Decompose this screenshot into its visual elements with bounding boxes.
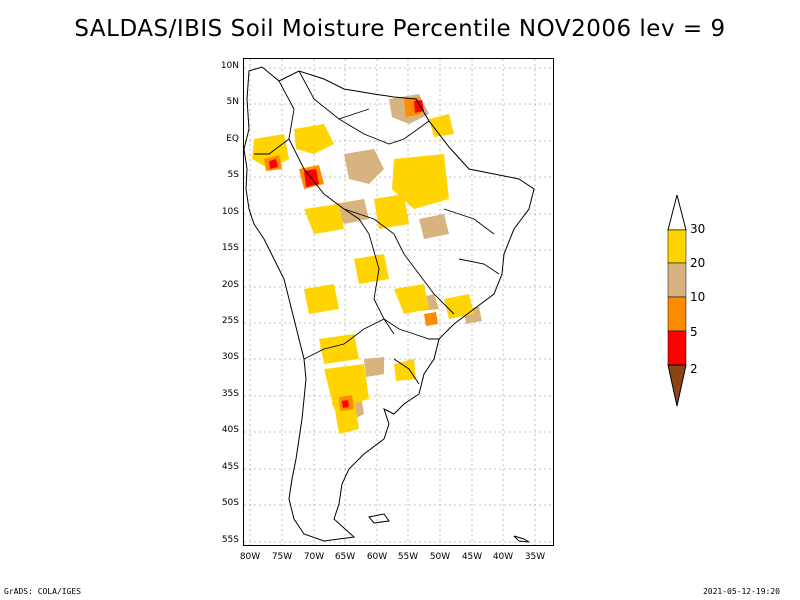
lon-label-65w: 65W — [334, 552, 356, 562]
lon-label-55w: 55W — [397, 552, 419, 562]
legend-label-10: 10 — [690, 290, 706, 304]
legend-swatch-10-20 — [667, 262, 687, 298]
falkland-islands — [368, 513, 390, 524]
map-title: SALDAS/IBIS Soil Moisture Percentile NOV… — [74, 16, 726, 42]
lat-label-15s: 15S — [221, 243, 239, 253]
lat-label-30s: 30S — [221, 352, 239, 362]
legend-colorbar — [667, 194, 687, 407]
lon-label-50w: 50W — [429, 552, 451, 562]
lat-label-5n: 5N — [226, 97, 239, 107]
lat-label-eq: EQ — [226, 134, 239, 144]
shading-yellow — [252, 114, 474, 434]
legend-swatch-above-30 — [667, 194, 687, 231]
legend-swatch-5-10 — [667, 296, 687, 332]
lat-label-5s: 5S — [227, 170, 239, 180]
coastline — [244, 66, 535, 542]
legend-label-30: 30 — [690, 222, 706, 236]
footer-timestamp: 2021-05-12-19:20 — [702, 587, 780, 596]
lon-label-45w: 45W — [461, 552, 483, 562]
legend-label-2: 2 — [690, 362, 698, 376]
lon-label-80w: 80W — [239, 552, 261, 562]
legend-swatch-below-2 — [667, 364, 687, 407]
lat-label-10s: 10S — [221, 207, 239, 217]
map-frame — [243, 58, 554, 546]
legend-swatch-2-5 — [667, 330, 687, 366]
lat-label-50s: 50S — [221, 498, 239, 508]
map-canvas — [244, 59, 553, 545]
legend-label-20: 20 — [690, 256, 706, 270]
lat-label-55s: 55S — [221, 535, 239, 545]
lon-label-60w: 60W — [366, 552, 388, 562]
footer-credit: GrADS: COLA/IGES — [4, 587, 82, 596]
legend-swatch-20-30 — [667, 229, 687, 264]
lon-label-40w: 40W — [492, 552, 514, 562]
lon-label-70w: 70W — [303, 552, 325, 562]
lat-label-40s: 40S — [221, 425, 239, 435]
lat-label-25s: 25S — [221, 316, 239, 326]
lon-label-35w: 35W — [524, 552, 546, 562]
lat-label-20s: 20S — [221, 280, 239, 290]
country-borders — [254, 70, 500, 385]
legend-label-5: 5 — [690, 325, 698, 339]
south-georgia — [513, 535, 530, 543]
lat-label-35s: 35S — [221, 389, 239, 399]
lat-label-10n: 10N — [220, 61, 239, 71]
lon-label-75w: 75W — [271, 552, 293, 562]
lat-label-45s: 45S — [221, 462, 239, 472]
